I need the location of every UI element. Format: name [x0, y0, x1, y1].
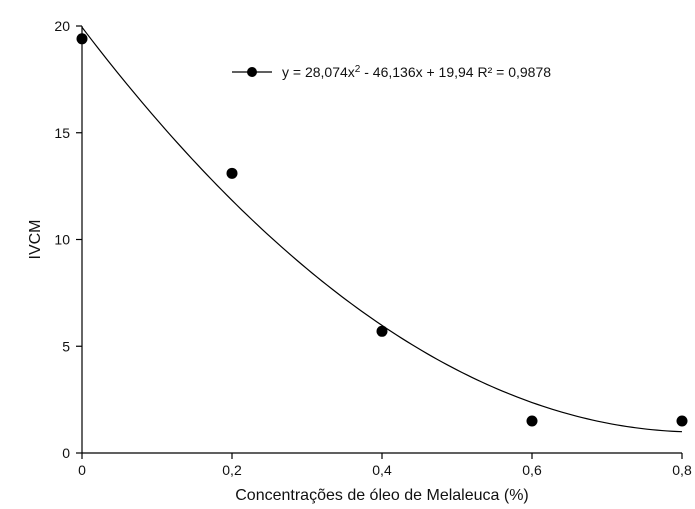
x-tick-label: 0,6 [522, 462, 542, 478]
legend-equation-prefix: y = 28,074x [282, 64, 355, 80]
x-tick-label: 0,2 [222, 462, 242, 478]
y-tick-label: 15 [54, 125, 70, 141]
x-tick-label: 0 [78, 462, 86, 478]
data-points [76, 33, 688, 427]
data-point [226, 167, 238, 179]
y-tick-label: 20 [54, 18, 70, 34]
data-point [676, 415, 688, 427]
x-tick-label: 0,4 [372, 462, 392, 478]
y-ticks: 0 5 10 15 20 [54, 18, 82, 461]
data-point [76, 33, 88, 45]
x-axis-title: Concentrações de óleo de Melaleuca (%) [235, 487, 529, 504]
legend: y = 28,074x2 - 46,136x + 19,94 R² = 0,98… [232, 64, 551, 81]
legend-marker [247, 67, 257, 77]
legend-equation-suffix: - 46,136x + 19,94 R² = 0,9878 [360, 64, 551, 80]
y-axis-title: IVCM [27, 220, 44, 260]
y-tick-label: 0 [62, 445, 70, 461]
y-tick-label: 5 [62, 338, 70, 354]
y-tick-label: 10 [54, 232, 70, 248]
x-tick-label: 0,8 [672, 462, 692, 478]
x-ticks: 0 0,2 0,4 0,6 0,8 [78, 453, 692, 478]
plot-area: 0 0,2 0,4 0,6 0,8 0 5 10 15 20 [54, 18, 692, 478]
legend-equation: y = 28,074x2 - 46,136x + 19,94 R² = 0,98… [282, 64, 551, 81]
legend-equation-exponent: 2 [355, 64, 361, 75]
data-point [526, 415, 538, 427]
trend-curve [81, 26, 683, 433]
data-point [376, 325, 388, 337]
